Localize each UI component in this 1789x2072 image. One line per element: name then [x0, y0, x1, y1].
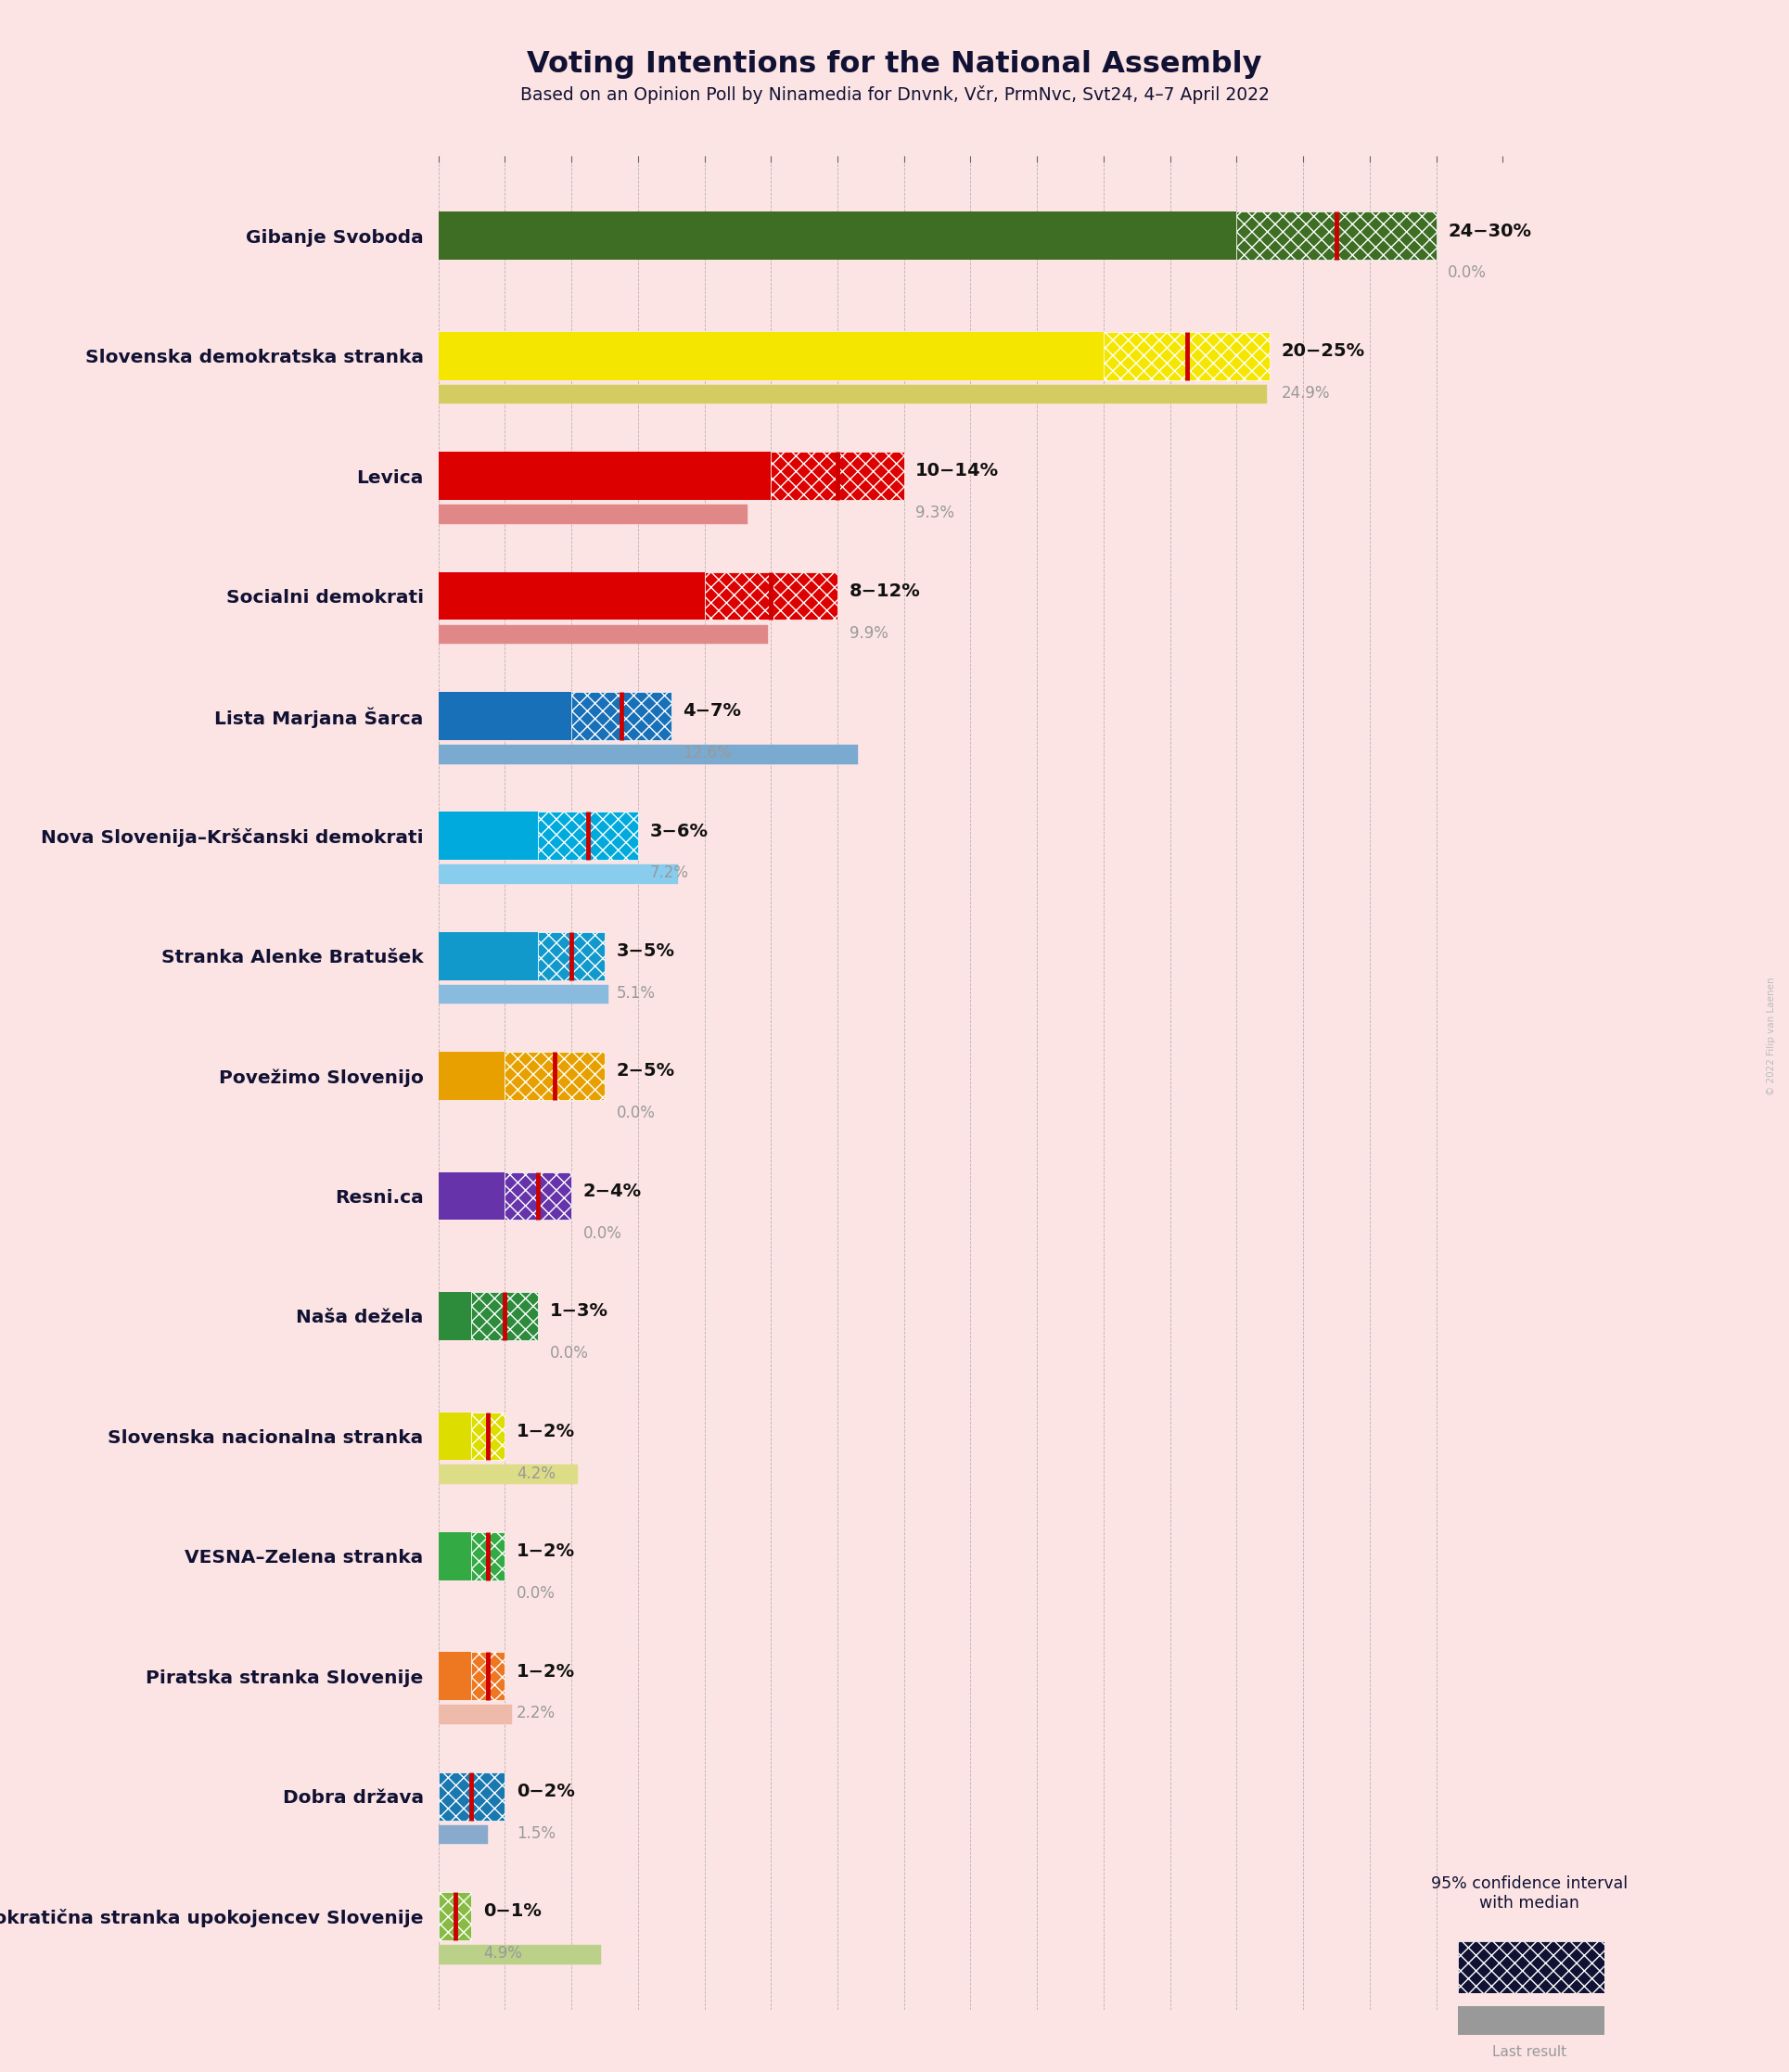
Bar	[438, 572, 705, 620]
Bar	[504, 1053, 605, 1100]
Bar	[538, 812, 639, 860]
Bar	[472, 1651, 504, 1701]
Text: 5.1%: 5.1%	[615, 984, 655, 1001]
Text: 4−7%: 4−7%	[683, 702, 741, 719]
Text: 4.2%: 4.2%	[517, 1465, 555, 1481]
Text: 8−12%: 8−12%	[850, 582, 920, 601]
Text: © 2022 Filip van Laenen: © 2022 Filip van Laenen	[1768, 976, 1776, 1096]
Bar	[438, 864, 678, 885]
Bar	[438, 332, 1104, 379]
Text: 2−5%: 2−5%	[615, 1063, 674, 1080]
Bar	[438, 1892, 472, 1939]
Text: 0.0%: 0.0%	[583, 1225, 623, 1241]
Text: Voting Intentions for the National Assembly: Voting Intentions for the National Assem…	[528, 50, 1261, 79]
Text: 0.0%: 0.0%	[1447, 265, 1487, 282]
Text: 2.2%: 2.2%	[517, 1705, 556, 1722]
Text: 3−5%: 3−5%	[615, 943, 674, 959]
Text: 3−6%: 3−6%	[649, 823, 708, 839]
Text: 1−3%: 1−3%	[549, 1303, 608, 1320]
Text: 4.9%: 4.9%	[483, 1946, 522, 1962]
Bar	[438, 626, 767, 644]
Bar	[538, 932, 605, 980]
Bar	[472, 1293, 538, 1341]
Bar	[438, 1293, 472, 1341]
Text: 2−4%: 2−4%	[583, 1183, 642, 1200]
Text: 1.5%: 1.5%	[517, 1825, 555, 1842]
Bar	[438, 1173, 504, 1220]
Bar	[472, 1413, 504, 1461]
Text: 12.6%: 12.6%	[683, 744, 732, 762]
Bar	[504, 1173, 571, 1220]
Bar	[438, 1772, 504, 1819]
Bar	[705, 572, 837, 620]
Bar	[438, 984, 608, 1005]
Text: 7.2%: 7.2%	[649, 864, 689, 881]
Text: 24−30%: 24−30%	[1447, 222, 1531, 240]
Bar	[438, 1705, 512, 1724]
Bar	[438, 744, 857, 765]
Text: 95% confidence interval
with median: 95% confidence interval with median	[1431, 1875, 1628, 1910]
Bar	[771, 452, 903, 499]
Bar	[438, 932, 538, 980]
Text: 9.9%: 9.9%	[850, 626, 887, 642]
Text: 1−2%: 1−2%	[517, 1662, 574, 1680]
Bar	[438, 1053, 504, 1100]
Text: 1−2%: 1−2%	[517, 1423, 574, 1440]
Bar	[438, 1413, 472, 1461]
Text: 0−1%: 0−1%	[483, 1902, 542, 1921]
Bar	[1104, 332, 1270, 379]
Bar	[438, 211, 1236, 259]
Text: 0.0%: 0.0%	[549, 1345, 589, 1361]
Bar	[438, 385, 1267, 404]
Bar	[438, 812, 538, 860]
Bar	[438, 692, 571, 740]
Text: 24.9%: 24.9%	[1281, 385, 1331, 402]
Bar	[438, 1946, 601, 1964]
Text: 0.0%: 0.0%	[517, 1585, 555, 1602]
Bar	[438, 452, 771, 499]
Text: 0.0%: 0.0%	[615, 1104, 655, 1121]
Text: 0−2%: 0−2%	[517, 1782, 574, 1801]
Bar	[438, 1531, 472, 1581]
Text: 9.3%: 9.3%	[916, 506, 955, 522]
Bar	[571, 692, 671, 740]
Text: Last result: Last result	[1492, 2045, 1567, 2060]
Bar	[438, 1465, 578, 1484]
Text: Based on an Opinion Poll by Ninamedia for Dnvnk, Včr, PrmNvc, Svt24, 4–7 April 2: Based on an Opinion Poll by Ninamedia fo…	[521, 85, 1268, 104]
Bar	[438, 506, 748, 524]
Text: 20−25%: 20−25%	[1281, 342, 1365, 361]
Bar	[438, 1651, 472, 1701]
Text: 10−14%: 10−14%	[916, 462, 1000, 481]
Bar	[438, 1825, 488, 1844]
Bar	[1236, 211, 1437, 259]
Bar	[472, 1531, 504, 1581]
Text: 1−2%: 1−2%	[517, 1542, 574, 1560]
